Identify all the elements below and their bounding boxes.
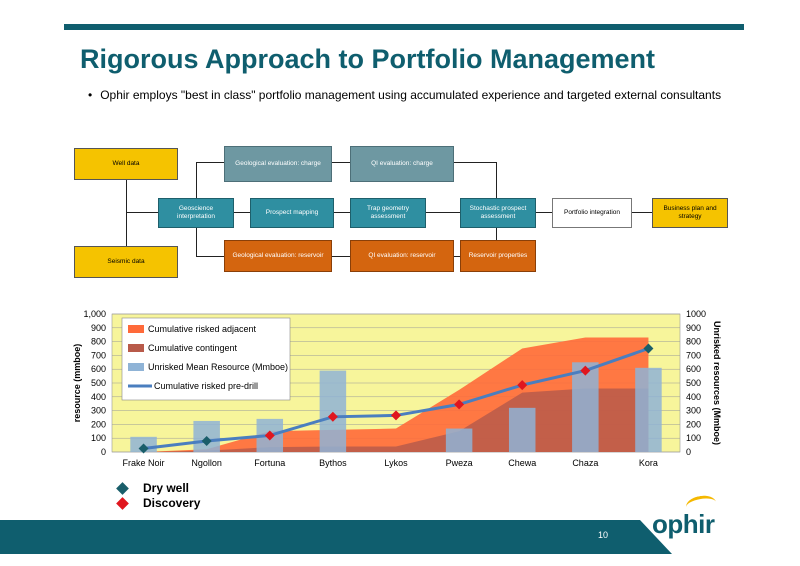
x-tick-label: Fortuna [254, 458, 285, 468]
y2-tick-label: 1000 [686, 309, 706, 319]
box-well-data: Well data [74, 148, 178, 180]
y-tick-label: 500 [91, 378, 106, 388]
x-tick-label: Chewa [508, 458, 536, 468]
discovery-diamond-icon [116, 496, 129, 510]
bullet-label: Ophir employs "best in class" portfolio … [100, 88, 722, 102]
y2-tick-label: 900 [686, 323, 701, 333]
dry-well-marker [138, 443, 149, 454]
dry-well-legend: Dry well [116, 481, 190, 495]
box-prospect-mapping: Prospect mapping [250, 198, 334, 228]
connector [496, 162, 497, 198]
discovery-marker [454, 399, 465, 410]
box-geo-eval-reservoir: Geological evaluation: reservoir [224, 240, 332, 272]
x-tick-label: Lykos [384, 458, 408, 468]
connector [536, 212, 552, 213]
ophir-logo: ophir [652, 509, 715, 539]
page-title: Rigorous Approach to Portfolio Managemen… [80, 44, 656, 74]
y-tick-label: 900 [91, 323, 106, 333]
discovery-marker [264, 430, 275, 441]
x-tick-label: Frake Noir [123, 458, 165, 468]
discovery-legend: Discovery [116, 496, 201, 510]
y-tick-label: 400 [91, 392, 106, 402]
dry-well-diamond-icon [116, 481, 129, 495]
bar-unrisked-mean-resource [445, 428, 473, 452]
box-qi-eval-charge: QI evaluation: charge [350, 146, 454, 182]
box-stochastic: Stochastic prospect assessment [460, 198, 536, 228]
y2-axis-label: Unrisked resources (Mmboe) [712, 321, 722, 445]
connector [126, 212, 158, 213]
top-bar [64, 24, 744, 30]
discovery-label: Discovery [143, 496, 201, 510]
bullet-text: • Ophir employs "best in class" portfolio… [88, 88, 721, 102]
bullet-dot: • [88, 88, 93, 102]
legend-label: Cumulative risked pre-drill [154, 381, 258, 391]
discovery-marker [580, 365, 591, 376]
x-tick-label: Kora [639, 458, 658, 468]
y-tick-label: 1,000 [83, 309, 106, 319]
y-tick-label: 800 [91, 337, 106, 347]
y-tick-label: 700 [91, 350, 106, 360]
footer-cut [640, 520, 800, 554]
connector [234, 212, 250, 213]
connector [196, 256, 224, 257]
connector [632, 212, 652, 213]
bar-unrisked-mean-resource [635, 367, 662, 452]
box-seismic-data: Seismic data [74, 246, 178, 278]
dry-well-marker [643, 343, 654, 354]
x-tick-label: Pweza [446, 458, 473, 468]
box-trap-geometry: Trap geometry assessment [350, 198, 426, 228]
bar-unrisked-mean-resource [572, 362, 599, 452]
y2-tick-label: 800 [686, 337, 701, 347]
dry-well-marker [201, 435, 212, 446]
y-tick-label: 300 [91, 406, 106, 416]
y2-tick-label: 400 [686, 392, 701, 402]
y-tick-label: 600 [91, 364, 106, 374]
discovery-marker [517, 380, 528, 391]
y-tick-label: 100 [91, 433, 106, 443]
legend-swatch [128, 363, 144, 371]
legend-swatch [128, 325, 144, 333]
y2-tick-label: 300 [686, 406, 701, 416]
connector [332, 162, 350, 163]
dry-well-label: Dry well [143, 481, 190, 495]
y-axis-label: resource (mmboe) [72, 344, 82, 423]
box-reservoir-properties: Reservoir properties [460, 240, 536, 272]
connector [332, 256, 350, 257]
box-geoscience-interpretation: Geoscience interpretation [158, 198, 234, 228]
y2-tick-label: 700 [686, 350, 701, 360]
legend-label: Cumulative risked adjacent [148, 324, 257, 334]
box-business-plan: Business plan and strategy [652, 198, 728, 228]
legend-label: Cumulative contingent [148, 343, 238, 353]
bar-unrisked-mean-resource [508, 407, 536, 452]
y2-tick-label: 500 [686, 378, 701, 388]
legend-label: Unrisked Mean Resource (Mmboe) [148, 362, 288, 372]
connector [426, 212, 460, 213]
y2-tick-label: 200 [686, 419, 701, 429]
y2-tick-label: 100 [686, 433, 701, 443]
connector [454, 256, 460, 257]
page-number: 10 [598, 530, 609, 540]
box-geo-eval-charge: Geological evaluation: charge [224, 146, 332, 182]
y-tick-label: 0 [101, 447, 106, 457]
y2-tick-label: 600 [686, 364, 701, 374]
connector [454, 162, 496, 163]
y2-tick-label: 0 [686, 447, 691, 457]
discovery-marker [391, 410, 401, 421]
connector [334, 212, 350, 213]
bar-unrisked-mean-resource [319, 370, 347, 452]
y-tick-label: 200 [91, 419, 106, 429]
box-qi-eval-reservoir: QI evaluation: reservoir [350, 240, 454, 272]
discovery-marker [327, 411, 338, 422]
x-tick-label: Chaza [572, 458, 598, 468]
connector [126, 180, 127, 248]
x-tick-label: Ngollon [191, 458, 222, 468]
x-tick-label: Bythos [319, 458, 347, 468]
connector [196, 162, 224, 163]
legend-swatch [128, 344, 144, 352]
connector [496, 228, 497, 240]
box-portfolio-integration: Portfolio integration [552, 198, 632, 228]
